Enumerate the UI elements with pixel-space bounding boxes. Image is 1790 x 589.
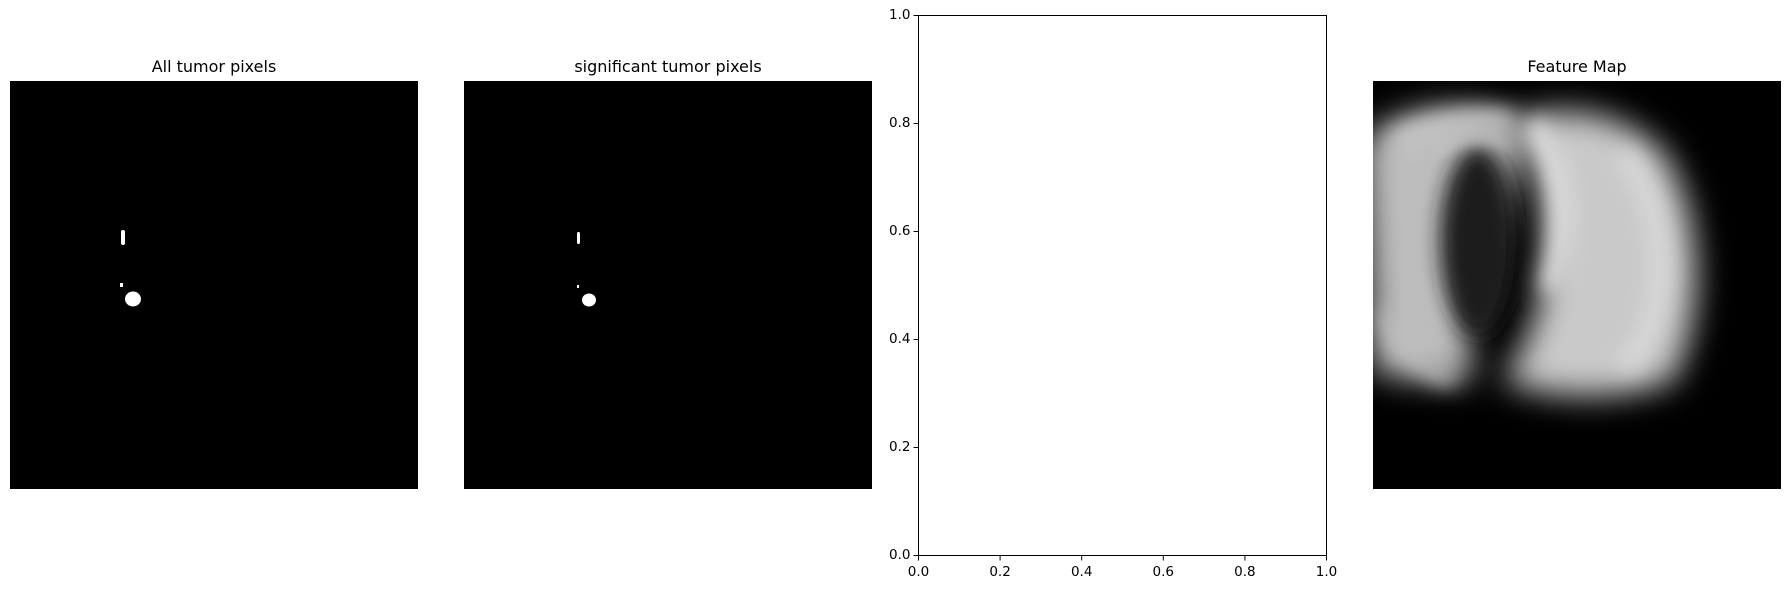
all-tumor-pixels-image	[10, 81, 418, 489]
x-tick-label-4: 0.8	[1234, 563, 1256, 580]
panel-2-title: significant tumor pixels	[574, 57, 762, 76]
x-tick-label-0: 0.0	[907, 563, 930, 580]
sig-blob-dot	[577, 285, 579, 288]
panel-4-title: Feature Map	[1527, 57, 1627, 76]
tumor-blob-dot	[120, 283, 123, 287]
y-tick-label-5: 1.0	[889, 6, 911, 23]
y-tick-label-0: 0.0	[889, 546, 911, 563]
y-tick-label-3: 0.6	[889, 222, 911, 239]
x-tick-label-1: 0.2	[989, 563, 1011, 580]
sig-blob-main	[582, 293, 596, 307]
feature-dark-center	[1440, 146, 1516, 336]
feature-map-image	[1373, 81, 1781, 489]
y-tick-label-2: 0.4	[889, 330, 911, 347]
significant-tumor-pixels-image	[464, 81, 872, 489]
panel-1-title: All tumor pixels	[151, 57, 277, 76]
axes-frame	[918, 15, 1327, 556]
y-tick-label-4: 0.8	[889, 114, 911, 131]
x-tick-label-2: 0.4	[1070, 563, 1093, 580]
x-tick-label-5: 1.0	[1315, 563, 1338, 580]
sig-blob-small-upper	[577, 232, 580, 244]
tumor-blob-small-upper	[121, 230, 125, 245]
x-tick-label-3: 0.6	[1152, 563, 1175, 580]
y-tick-label-1: 0.2	[889, 438, 911, 455]
tumor-blob-main	[125, 291, 141, 307]
